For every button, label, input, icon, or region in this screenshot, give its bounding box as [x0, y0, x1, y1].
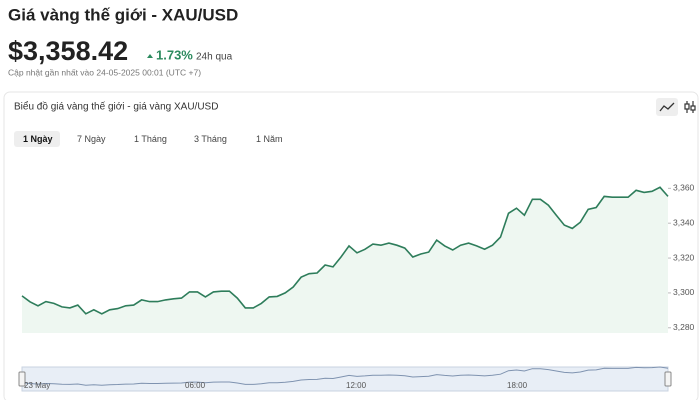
navigator-handle[interactable] [664, 371, 672, 387]
tab[interactable]: 3 Tháng [194, 134, 227, 144]
tab-selected-bg [14, 131, 60, 147]
navigator-label: 06:00 [185, 381, 206, 390]
navigator-label: 23 May [24, 381, 50, 390]
tab[interactable]: 1 Tháng [134, 134, 167, 144]
chart-title: Biểu đồ giá vàng thế giới - giá vàng XAU… [14, 101, 218, 113]
line-view-button[interactable] [656, 98, 678, 116]
y-tick-label: 3,360 [673, 183, 695, 193]
page-title: Giá vàng thế giới - XAU/USD [8, 5, 238, 24]
navigator-bg[interactable] [21, 366, 669, 392]
navigator-label: 12:00 [346, 381, 367, 390]
navigator-handle[interactable] [18, 371, 26, 387]
y-tick-label: 3,340 [673, 217, 695, 227]
navigator-line [21, 366, 669, 386]
line-icon [659, 102, 675, 112]
y-tick-label: 3,320 [673, 252, 695, 262]
updated: Cập nhật gần nhất vào 24-05-2025 00:01 (… [8, 67, 201, 77]
period: 24h qua [196, 52, 233, 63]
y-tick-label: 3,280 [673, 322, 695, 332]
tab[interactable]: 1 Ngày [23, 134, 53, 144]
y-tick-label: 3,300 [673, 287, 695, 297]
tab[interactable]: 1 Năm [256, 134, 283, 144]
change: 1.73% [156, 47, 193, 62]
navigator-label: 18:00 [507, 381, 528, 390]
candle-view-button[interactable] [684, 101, 696, 113]
tab[interactable]: 7 Ngày [77, 134, 106, 144]
up-arrow [147, 54, 153, 58]
price: $3,358.42 [8, 36, 128, 66]
price-line [21, 186, 669, 315]
